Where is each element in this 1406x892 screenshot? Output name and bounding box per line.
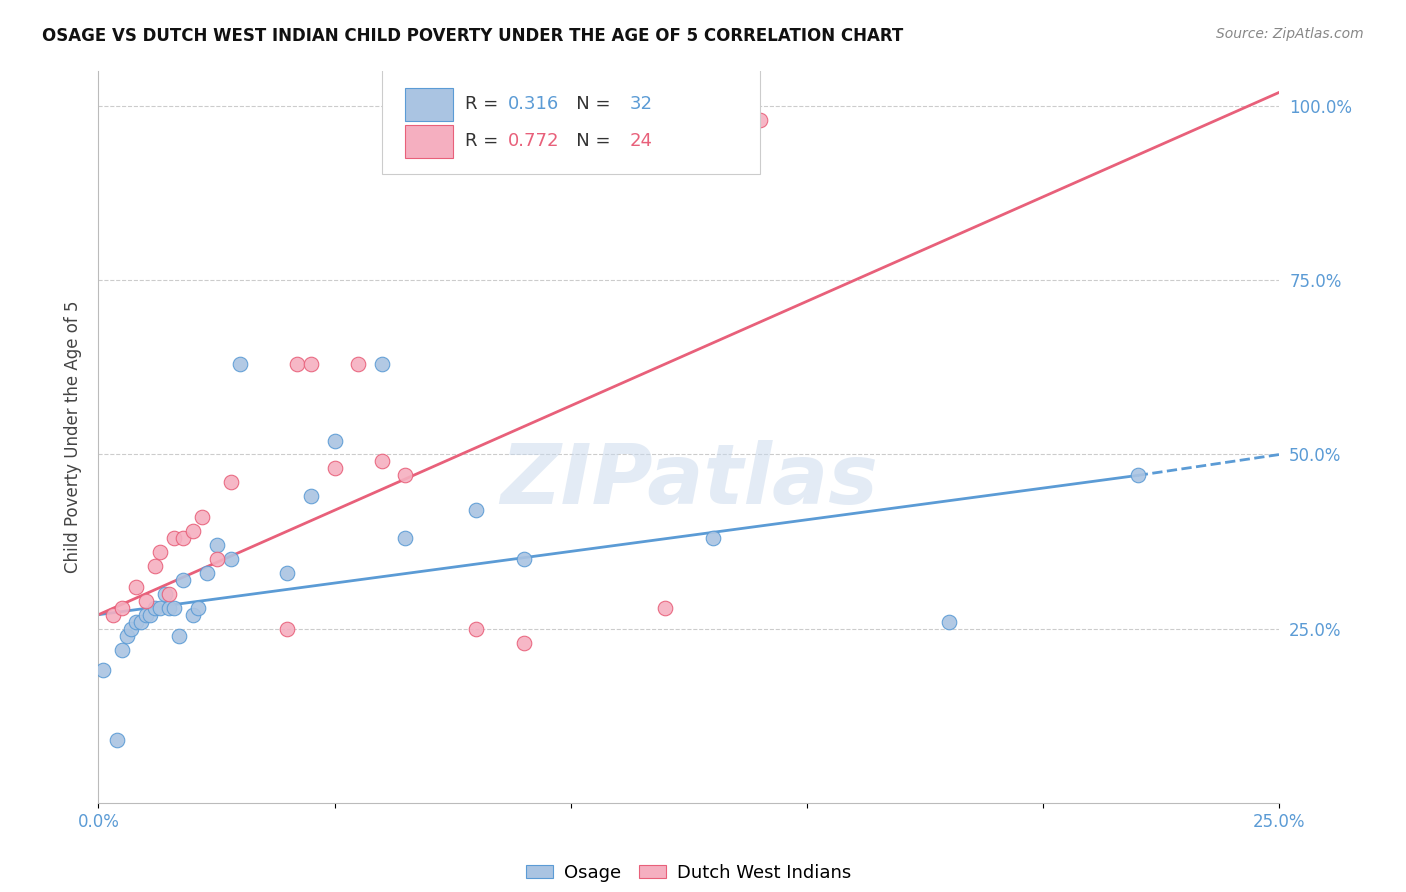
Point: [512, 552, 534, 566]
Text: 0.772: 0.772: [508, 132, 560, 150]
Point: [181, 607, 204, 622]
Point: [347, 357, 370, 371]
Point: [149, 600, 172, 615]
Point: [512, 635, 534, 649]
Y-axis label: Child Poverty Under the Age of 5: Child Poverty Under the Age of 5: [63, 301, 82, 574]
Point: [172, 531, 194, 545]
Point: [323, 461, 346, 475]
Text: N =: N =: [560, 132, 616, 150]
Point: [143, 558, 166, 573]
Point: [205, 552, 228, 566]
Legend: Osage, Dutch West Indians: Osage, Dutch West Indians: [519, 856, 859, 888]
Text: ZIPatlas: ZIPatlas: [501, 441, 877, 522]
Point: [702, 531, 724, 545]
Point: [125, 580, 148, 594]
Point: [135, 594, 157, 608]
Point: [167, 629, 190, 643]
Point: [139, 607, 162, 622]
Point: [465, 503, 488, 517]
Text: N =: N =: [560, 95, 616, 113]
Point: [111, 600, 134, 615]
Point: [125, 615, 148, 629]
Point: [157, 587, 180, 601]
Point: [371, 454, 394, 468]
Point: [187, 600, 209, 615]
Point: [111, 642, 134, 657]
Point: [149, 545, 172, 559]
Point: [276, 622, 298, 636]
Point: [157, 600, 180, 615]
Point: [323, 434, 346, 448]
Text: OSAGE VS DUTCH WEST INDIAN CHILD POVERTY UNDER THE AGE OF 5 CORRELATION CHART: OSAGE VS DUTCH WEST INDIAN CHILD POVERTY…: [42, 27, 904, 45]
Text: 32: 32: [630, 95, 652, 113]
Text: 0.316: 0.316: [508, 95, 560, 113]
Point: [748, 113, 770, 128]
Point: [143, 600, 166, 615]
Point: [654, 600, 676, 615]
Point: [219, 475, 242, 490]
Point: [135, 607, 157, 622]
Point: [153, 587, 176, 601]
Text: R =: R =: [464, 132, 503, 150]
Point: [285, 357, 308, 371]
Point: [181, 524, 204, 538]
Point: [299, 489, 322, 503]
Point: [172, 573, 194, 587]
Point: [465, 622, 488, 636]
Text: 24: 24: [630, 132, 652, 150]
Point: [121, 622, 143, 636]
FancyBboxPatch shape: [405, 88, 453, 121]
Point: [276, 566, 298, 580]
Text: R =: R =: [464, 95, 503, 113]
Point: [163, 600, 186, 615]
Point: [1126, 468, 1149, 483]
FancyBboxPatch shape: [382, 64, 759, 174]
Point: [938, 615, 960, 629]
Text: Source: ZipAtlas.com: Source: ZipAtlas.com: [1216, 27, 1364, 41]
FancyBboxPatch shape: [405, 125, 453, 158]
Point: [163, 531, 186, 545]
Point: [394, 531, 416, 545]
Point: [219, 552, 242, 566]
Point: [129, 615, 152, 629]
Point: [195, 566, 218, 580]
Point: [115, 629, 138, 643]
Point: [105, 733, 128, 747]
Point: [205, 538, 228, 552]
Point: [191, 510, 214, 524]
Point: [371, 357, 394, 371]
Point: [91, 664, 114, 678]
Point: [229, 357, 252, 371]
Point: [101, 607, 124, 622]
Point: [394, 468, 416, 483]
Point: [299, 357, 322, 371]
